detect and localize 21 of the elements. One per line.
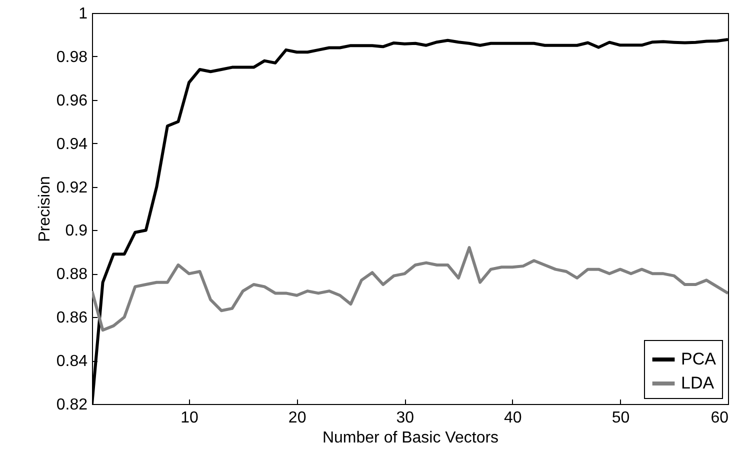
y-tick-label: 1: [78, 6, 88, 22]
legend-label: LDA: [681, 374, 715, 392]
x-axis-title: Number of Basic Vectors: [322, 430, 499, 446]
y-tick-label: 0.94: [56, 136, 88, 153]
y-tick-label: 0.9: [65, 222, 88, 240]
y-tick-label: 0.88: [56, 266, 88, 284]
x-tick-label: 60: [710, 410, 729, 426]
x-tick-label: 30: [396, 410, 414, 426]
y-tick-label: 0.82: [56, 396, 88, 414]
y-tick-label: 0.96: [56, 92, 88, 110]
y-axis-title: Precision: [36, 176, 54, 242]
x-tick-label: 20: [288, 410, 306, 426]
y-tick-label: 0.84: [56, 353, 88, 370]
legend-label: PCA: [681, 350, 717, 368]
x-tick-label: 40: [504, 410, 522, 426]
x-tick-label: 50: [612, 410, 630, 426]
x-tick-label: 10: [180, 410, 199, 426]
y-tick-label: 0.98: [56, 48, 88, 66]
y-tick-label: 0.86: [56, 310, 88, 327]
y-tick-label: 0.92: [56, 179, 88, 196]
line-series: [92, 246, 728, 332]
